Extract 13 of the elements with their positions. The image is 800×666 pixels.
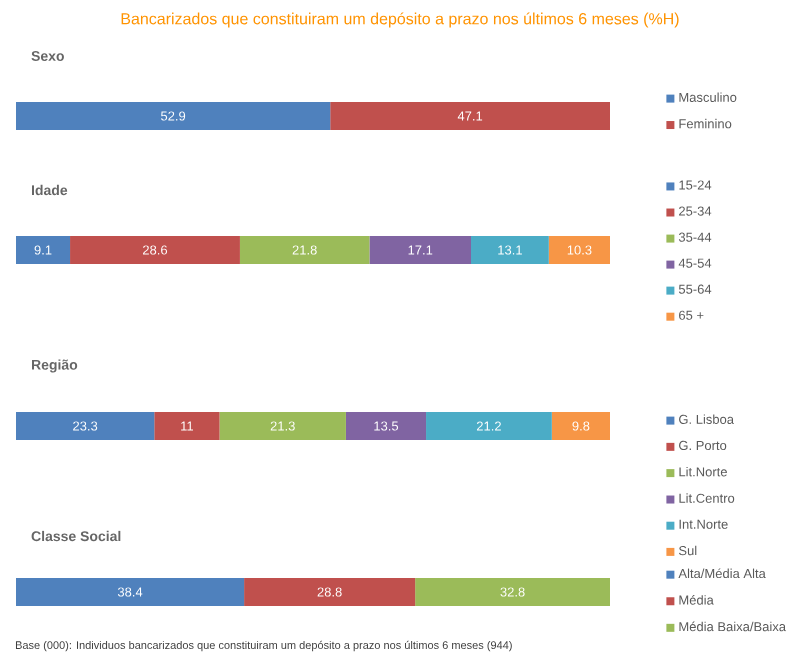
bar xyxy=(16,412,155,440)
bar xyxy=(16,236,71,264)
bar xyxy=(70,236,240,264)
bar xyxy=(551,412,610,440)
bar xyxy=(471,236,549,264)
bar xyxy=(154,412,220,440)
bar xyxy=(369,236,471,264)
bar xyxy=(426,412,552,440)
chart-title: Bancarizados que constituiram um depósito a prazo nos últimos 6 meses (%H) xyxy=(121,12,679,28)
bar xyxy=(345,412,427,440)
bar xyxy=(239,236,370,264)
bar xyxy=(548,236,610,264)
bar xyxy=(219,412,346,440)
